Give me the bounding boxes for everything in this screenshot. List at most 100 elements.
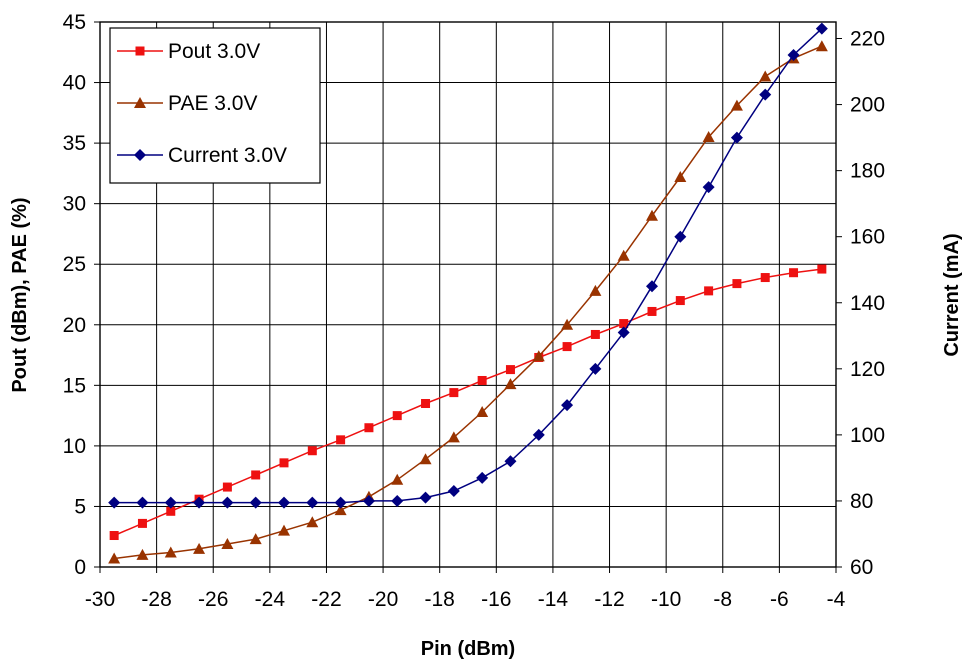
x-tick-label: -12 bbox=[594, 588, 624, 611]
data-point bbox=[108, 552, 121, 564]
y-tick-label: 0 bbox=[74, 556, 86, 579]
y-tick-label: 35 bbox=[63, 132, 86, 155]
data-point bbox=[562, 342, 572, 352]
data-point bbox=[249, 496, 262, 509]
data-point bbox=[674, 230, 687, 243]
legend-entry: Pout 3.0V bbox=[117, 40, 260, 63]
data-point bbox=[136, 548, 149, 560]
data-point bbox=[787, 49, 800, 62]
legend-label: PAE 3.0V bbox=[168, 92, 258, 115]
data-point bbox=[646, 209, 658, 221]
legend-marker bbox=[135, 46, 145, 56]
x-tick-label: -28 bbox=[141, 588, 171, 611]
data-point bbox=[392, 411, 402, 421]
data-point bbox=[675, 296, 685, 306]
data-point bbox=[221, 537, 234, 549]
data-point bbox=[249, 533, 262, 545]
legend-marker bbox=[134, 97, 146, 108]
legend-label: Current 3.0V bbox=[168, 144, 287, 167]
data-point bbox=[251, 470, 261, 480]
y2-tick-label: 120 bbox=[850, 358, 885, 381]
x-tick-label: -24 bbox=[255, 588, 286, 611]
x-tick-label: -18 bbox=[425, 588, 455, 611]
data-point bbox=[391, 473, 404, 485]
data-point bbox=[108, 496, 121, 509]
x-tick-label: -6 bbox=[770, 588, 789, 611]
data-point bbox=[590, 329, 600, 339]
data-point bbox=[364, 423, 374, 433]
data-point bbox=[334, 504, 347, 516]
data-point bbox=[222, 482, 232, 492]
y2-tick-label: 200 bbox=[850, 94, 885, 117]
x-axis-title: Pin (dBm) bbox=[421, 638, 515, 660]
data-point bbox=[306, 496, 319, 509]
data-point bbox=[449, 388, 459, 398]
data-point bbox=[504, 455, 517, 468]
data-point bbox=[137, 518, 147, 528]
data-point bbox=[193, 542, 206, 554]
data-point bbox=[817, 264, 827, 274]
legend: Pout 3.0V PAE 3.0V Current 3.0V bbox=[109, 27, 321, 184]
data-point bbox=[362, 494, 375, 507]
data-point bbox=[730, 131, 743, 144]
x-tick-label: -14 bbox=[538, 588, 569, 611]
data-point bbox=[815, 22, 828, 35]
data-point bbox=[561, 399, 574, 412]
data-point bbox=[532, 350, 545, 362]
data-point bbox=[589, 362, 602, 375]
data-point bbox=[759, 88, 772, 101]
data-point bbox=[307, 446, 317, 456]
legend-box bbox=[109, 27, 321, 184]
tick-labels: -30 -28 -26 -24 -22 -20 -18 -16 -14 -12 -10 -8 -6 -4 0… bbox=[63, 11, 885, 611]
data-point bbox=[419, 491, 432, 504]
y-axis-title: Pout (dBm), PAE (%) bbox=[9, 197, 31, 392]
data-point bbox=[447, 431, 460, 443]
y2-tick-label: 160 bbox=[850, 226, 885, 249]
data-point bbox=[504, 378, 517, 390]
data-point bbox=[166, 506, 176, 516]
data-point bbox=[136, 496, 149, 509]
data-point bbox=[391, 494, 404, 507]
y-tick-label: 45 bbox=[63, 11, 86, 34]
data-point bbox=[532, 428, 545, 441]
series-1 bbox=[109, 264, 827, 541]
data-point bbox=[476, 405, 489, 417]
data-point bbox=[476, 471, 489, 484]
y2-tick-label: 180 bbox=[850, 160, 885, 183]
x-tick-label: -16 bbox=[481, 588, 511, 611]
axes bbox=[94, 21, 842, 573]
data-point bbox=[477, 375, 487, 385]
series-line bbox=[113, 268, 822, 537]
data-point bbox=[109, 531, 119, 541]
x-tick-label: -22 bbox=[311, 588, 341, 611]
plot-border bbox=[99, 21, 837, 568]
data-point bbox=[704, 286, 714, 296]
legend-entry: Current 3.0V bbox=[117, 144, 287, 167]
legend-label: Pout 3.0V bbox=[168, 40, 260, 63]
data-point bbox=[306, 516, 319, 528]
x-tick-label: -4 bbox=[827, 588, 846, 611]
x-tick-label: -26 bbox=[198, 588, 228, 611]
x-tick-label: -30 bbox=[85, 588, 115, 611]
y-tick-label: 25 bbox=[63, 253, 86, 276]
y-tick-label: 40 bbox=[63, 72, 86, 95]
y-tick-label: 30 bbox=[63, 193, 86, 216]
series-2 bbox=[108, 40, 828, 564]
data-point bbox=[646, 280, 658, 293]
data-point bbox=[278, 496, 290, 509]
data-point bbox=[561, 318, 574, 330]
y2-tick-label: 60 bbox=[850, 556, 873, 579]
data-point bbox=[279, 458, 289, 468]
data-point bbox=[730, 99, 743, 111]
data-point bbox=[421, 399, 431, 408]
data-point bbox=[221, 496, 234, 509]
y2-tick-label: 80 bbox=[850, 490, 873, 513]
data-point bbox=[789, 268, 799, 278]
y-tick-label: 20 bbox=[63, 314, 86, 337]
data-point bbox=[702, 181, 715, 194]
data-point bbox=[674, 171, 687, 183]
series-3 bbox=[108, 22, 828, 509]
data-point bbox=[193, 496, 206, 509]
data-point bbox=[617, 249, 630, 261]
data-point bbox=[278, 524, 290, 536]
